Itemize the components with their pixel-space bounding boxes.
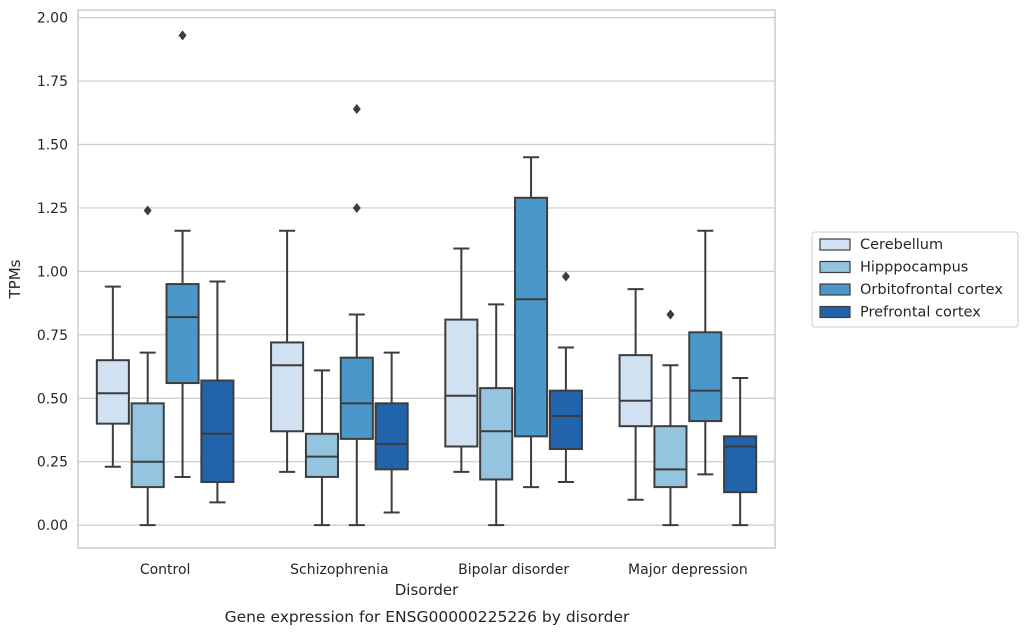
box-orbitofrontal-cortex xyxy=(165,30,200,478)
y-tick-label: 2.00 xyxy=(37,11,68,27)
box-cerebellum xyxy=(618,288,653,501)
legend-label: Hipppocampus xyxy=(860,260,968,276)
y-tick-label: 0.75 xyxy=(37,328,68,344)
legend: Cerebellum Hipppocampus Orbitofrontal cort… xyxy=(811,231,1019,328)
box-prefrontal-cortex xyxy=(374,351,409,514)
outlier-marker xyxy=(561,271,570,282)
box-iqr xyxy=(374,402,409,471)
legend-label: Orbitofrontal cortex xyxy=(860,282,1003,298)
y-tick-labels: 0.00 0.25 0.50 0.75 1.00 1.25 1.50 1.75 2.00 xyxy=(37,11,68,535)
box-iqr xyxy=(304,432,339,478)
legend-item: Cerebellum xyxy=(819,237,943,253)
y-tick-label: 0.50 xyxy=(37,391,68,407)
box-orbitofrontal-cortex xyxy=(339,103,374,527)
box-iqr xyxy=(270,341,305,433)
plot-frame xyxy=(77,9,776,549)
y-tick-label: 0.25 xyxy=(37,455,68,471)
box-iqr xyxy=(95,359,130,425)
legend-item: Prefrontal cortex xyxy=(819,305,981,321)
box-iqr xyxy=(723,435,758,494)
box-orbitofrontal-cortex xyxy=(514,156,549,489)
box-iqr xyxy=(688,331,723,423)
box-iqr xyxy=(618,354,653,428)
x-tick-label: Schizophrenia xyxy=(290,562,388,578)
outlier-marker xyxy=(352,202,361,213)
legend-label: Cerebellum xyxy=(860,237,943,253)
legend-swatch xyxy=(819,260,851,274)
box-hipppocampus xyxy=(304,369,339,527)
box-iqr xyxy=(444,318,479,448)
y-tick-label: 1.50 xyxy=(37,138,68,154)
box-hipppocampus xyxy=(479,303,514,527)
y-tick-label: 0.00 xyxy=(37,518,68,534)
legend-item: Hipppocampus xyxy=(819,260,968,276)
box-prefrontal-cortex xyxy=(723,376,758,527)
box-iqr xyxy=(200,379,235,484)
y-axis-label: TPMs xyxy=(6,259,24,299)
box-cerebellum xyxy=(95,285,130,468)
box-orbitofrontal-cortex xyxy=(688,229,723,476)
box-iqr xyxy=(514,196,549,438)
box-hipppocampus xyxy=(130,205,165,527)
legend-swatch xyxy=(819,305,851,319)
box-iqr xyxy=(165,283,200,385)
box-iqr xyxy=(339,356,374,440)
chart-caption: Gene expression for ENSG00000225226 by d… xyxy=(225,608,630,626)
outlier-marker xyxy=(352,103,361,114)
box-cerebellum xyxy=(270,229,305,473)
box-iqr xyxy=(653,425,688,489)
box-cerebellum xyxy=(444,247,479,473)
box-iqr xyxy=(479,387,514,481)
legend-label: Prefrontal cortex xyxy=(860,305,981,321)
x-axis-label: Disorder xyxy=(395,581,459,599)
y-tick-label: 1.00 xyxy=(37,264,68,280)
legend-swatch xyxy=(819,238,851,251)
x-tick-label: Control xyxy=(140,562,191,578)
legend-swatch xyxy=(819,283,851,296)
x-tick-label: Major depression xyxy=(628,562,748,578)
x-tick-labels: Control Schizophrenia Bipolar disorder Majo… xyxy=(140,562,748,578)
box-iqr xyxy=(130,402,165,489)
box-groups xyxy=(95,30,758,527)
x-tick-label: Bipolar disorder xyxy=(458,562,569,578)
legend-item: Orbitofrontal cortex xyxy=(819,282,1003,298)
outlier-marker xyxy=(666,309,675,320)
box-iqr xyxy=(548,389,583,451)
y-tick-label: 1.25 xyxy=(37,201,68,217)
box-prefrontal-cortex xyxy=(200,280,235,504)
outlier-marker xyxy=(143,205,152,216)
box-hipppocampus xyxy=(653,309,688,527)
legend-frame xyxy=(811,231,1019,328)
box-prefrontal-cortex xyxy=(548,271,583,484)
outlier-marker xyxy=(178,30,187,41)
y-tick-label: 1.75 xyxy=(37,74,68,90)
